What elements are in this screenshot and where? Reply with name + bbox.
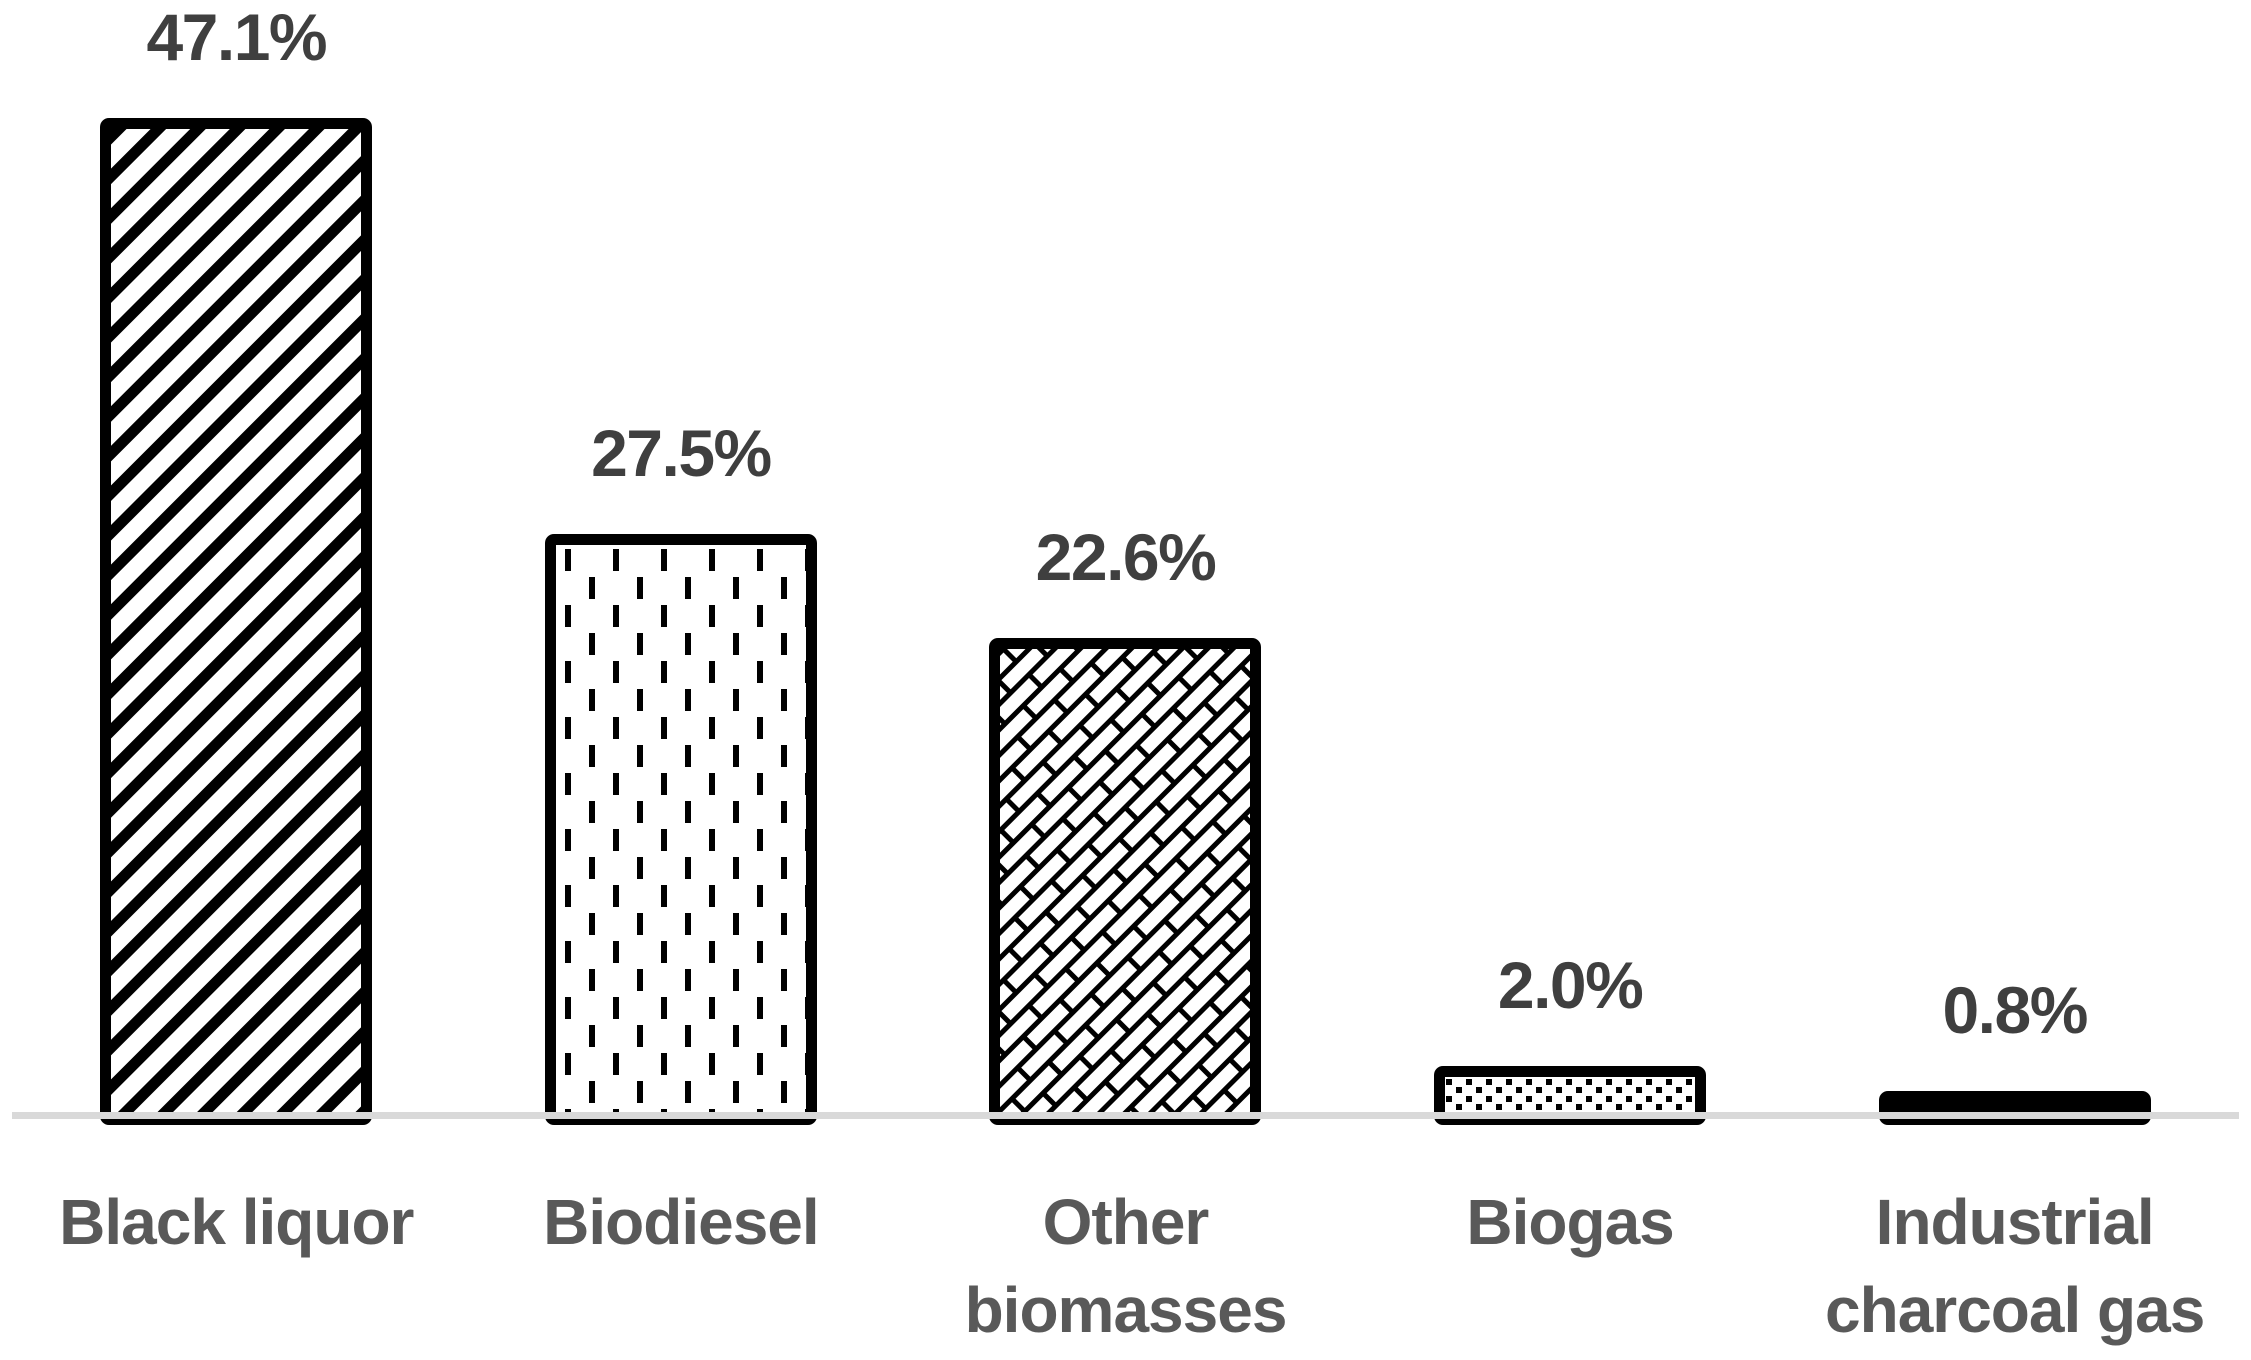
bar-group: 22.6% Other biomasses <box>903 0 1348 1360</box>
bar-value-label: 0.8% <box>1942 973 2088 1048</box>
bar-value-label: 2.0% <box>1497 947 1644 1022</box>
bar-pattern-fill <box>555 545 806 1114</box>
bar-group: 47.1% Black liquor <box>14 0 459 1360</box>
bar-pattern-fill <box>1000 648 1251 1114</box>
bar-value-label: 27.5% <box>591 416 772 490</box>
category-label: Black liquor <box>59 1186 414 1258</box>
bar <box>1878 1091 2151 1125</box>
x-axis-baseline <box>12 1112 2239 1119</box>
bar <box>100 118 373 1125</box>
bar <box>1434 1065 1707 1125</box>
bar-group: 27.5% Biodiesel <box>459 0 904 1360</box>
category-label: Other biomasses <box>964 1186 1288 1346</box>
category-label: Biogas <box>1466 1186 1674 1258</box>
bar-group: 0.8% Industrial charcoal gas <box>1792 0 2237 1360</box>
bar-value-label: 47.1% <box>146 0 327 75</box>
bar-pattern-fill <box>111 129 362 1114</box>
bar-value-label: 22.6% <box>1035 519 1217 594</box>
bar <box>989 637 1262 1125</box>
plot-area: 47.1% Black liquor 27.5% Biodiesel 22.6%… <box>14 0 2237 1360</box>
bar-pattern-fill <box>1889 1102 2140 1114</box>
bar-group: 2.0% Biogas <box>1348 0 1793 1360</box>
category-label: Industrial charcoal gas <box>1825 1186 2205 1346</box>
category-label: Biodiesel <box>543 1186 820 1258</box>
bar <box>544 534 817 1125</box>
bar-pattern-fill <box>1445 1076 1696 1114</box>
